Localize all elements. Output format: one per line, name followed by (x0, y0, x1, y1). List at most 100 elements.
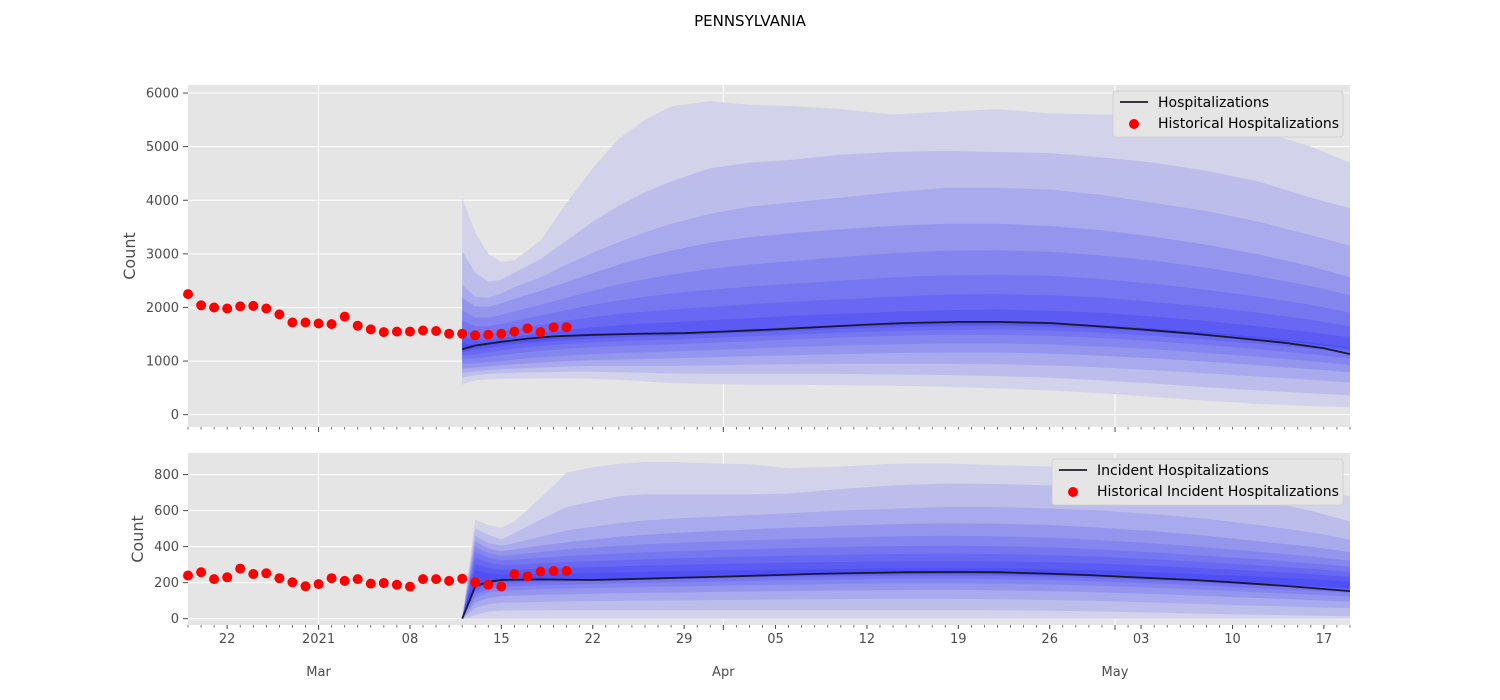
observed-point (235, 301, 246, 312)
observed-point (457, 328, 468, 339)
x-month-label: Apr (712, 665, 735, 680)
observed-point (352, 320, 363, 331)
x-tick-label: 12 (859, 632, 876, 647)
observed-point (209, 574, 220, 585)
y-tick-label: 800 (154, 468, 179, 483)
observed-point (509, 326, 520, 337)
legend-entry-points: Historical Incident Hospitalizations (1097, 484, 1339, 500)
y-tick-label: 0 (171, 408, 179, 423)
y-tick-label: 600 (154, 504, 179, 519)
observed-point (496, 581, 507, 592)
observed-point (352, 574, 363, 585)
observed-point (431, 326, 442, 336)
x-tick-label: 10 (1224, 632, 1241, 647)
y-tick-label: 5000 (146, 140, 179, 155)
x-tick-label: 22 (584, 632, 601, 647)
x-tick-label: 26 (1041, 632, 1058, 647)
y-axis-label: Count (120, 232, 139, 280)
panel-hospitalizations: 0 1000 2000 3000 4000 5000 6000 Count Hospital… (120, 85, 1351, 432)
observed-point (470, 577, 481, 588)
observed-point (470, 330, 481, 341)
observed-point (548, 322, 559, 333)
observed-point (378, 327, 389, 338)
observed-point (183, 570, 193, 581)
observed-point (196, 567, 207, 578)
observed-point (248, 300, 259, 311)
observed-point (418, 574, 428, 585)
observed-point (483, 329, 494, 340)
observed-point (561, 566, 572, 576)
legend-box (1112, 90, 1344, 138)
observed-point (535, 327, 546, 338)
y-tick-label: 2000 (146, 301, 179, 316)
observed-point (496, 328, 507, 339)
x-tick-label: 05 (767, 632, 784, 647)
observed-point (248, 569, 259, 579)
median-line (461, 320, 1351, 355)
y-tick-label: 400 (154, 540, 179, 555)
observed-point (196, 300, 207, 311)
observed-point (235, 563, 246, 574)
observed-point (300, 317, 311, 328)
observed-point (378, 578, 389, 588)
observed-point (483, 579, 494, 590)
x-tick-label: 2021 (302, 632, 335, 647)
observed-point (548, 566, 559, 576)
series-layer (183, 563, 1351, 620)
observed-point (444, 328, 455, 339)
observed-point (339, 575, 350, 586)
observed-point (274, 573, 285, 584)
x-tick-label: 29 (676, 632, 693, 647)
y-tick-label: 1000 (146, 355, 179, 370)
x-tick-label: 15 (493, 632, 510, 647)
legend: Hospitalizations Historical Hospitalizat… (1112, 90, 1344, 138)
fan-bands (462, 462, 1350, 619)
x-month-label: Mar (306, 665, 331, 680)
observed-point (326, 319, 337, 330)
observed-point (326, 573, 337, 584)
y-axis-label: Count (128, 515, 147, 563)
observed-point (313, 579, 324, 590)
y-tick-label: 0 (171, 612, 179, 627)
observed-point (300, 581, 311, 592)
x-month-label: May (1102, 665, 1129, 680)
observed-point (391, 326, 402, 337)
observed-point (339, 311, 350, 322)
observed-point (287, 577, 298, 588)
observed-point (222, 572, 233, 583)
series-layer (183, 289, 1351, 355)
observed-point (561, 322, 572, 333)
y-axis: 0 1000 2000 3000 4000 5000 6000 (146, 87, 188, 423)
observed-point (261, 568, 272, 579)
observed-point (405, 326, 415, 337)
x-axis (187, 427, 1351, 432)
x-tick-label: 17 (1316, 632, 1333, 647)
legend-entry-line: Incident Hospitalizations (1097, 463, 1269, 479)
observed-point (522, 571, 533, 582)
fan-band-8 (462, 309, 1350, 352)
x-tick-label: 22 (219, 632, 236, 647)
legend-point-swatch (1068, 487, 1078, 497)
legend: Incident Hospitalizations Historical Inc… (1051, 458, 1344, 506)
observed-point (222, 303, 233, 314)
panel-incident-hospitalizations: 0 200 400 600 800 22 2021 08 15 22 29 05 12 19 26 03 10… (128, 453, 1351, 680)
x-tick-label: 19 (950, 632, 967, 647)
observed-point (365, 324, 376, 335)
observed-point (444, 575, 455, 586)
observed-point (418, 325, 428, 336)
observed-point (287, 317, 298, 328)
observed-point (431, 574, 442, 585)
y-tick-label: 200 (154, 576, 179, 591)
observed-point (457, 573, 468, 584)
observed-point (405, 581, 415, 592)
x-axis: 22 2021 08 15 22 29 05 12 19 26 03 10 17 Mar Apr May (187, 625, 1351, 680)
observed-point (535, 566, 546, 577)
x-tick-label: 03 (1133, 632, 1150, 647)
observed-point (313, 318, 324, 329)
observed-point (522, 323, 533, 334)
legend-point-swatch (1129, 119, 1139, 129)
legend-entry-line: Hospitalizations (1158, 95, 1269, 111)
figure-title: PENNSYLVANIA (694, 12, 807, 30)
observed-point (391, 579, 402, 590)
